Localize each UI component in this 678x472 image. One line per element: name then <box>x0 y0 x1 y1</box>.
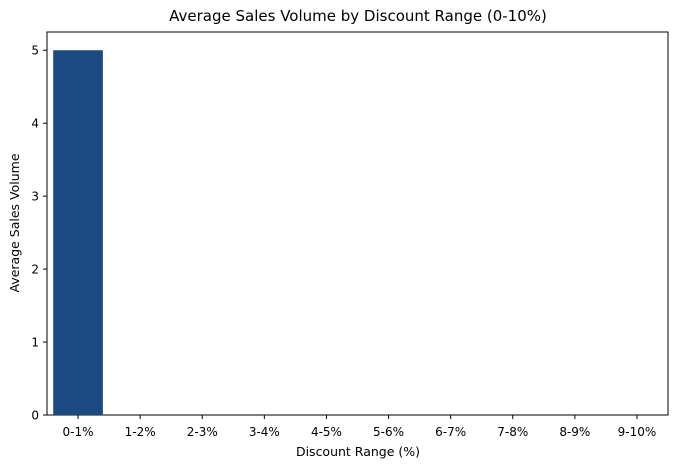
y-tick-label: 2 <box>31 263 39 277</box>
x-tick-label: 6-7% <box>435 425 466 439</box>
x-tick-label: 1-2% <box>125 425 156 439</box>
bars-group <box>53 50 103 415</box>
y-tick-label: 4 <box>31 117 39 131</box>
x-axis: 0-1% 1-2% 2-3% 3-4% 4-5% 5-6% 6-7% 7-8% 8-9% 9-10… <box>63 415 657 439</box>
x-tick-label: 2-3% <box>187 425 218 439</box>
y-axis: 0 1 2 3 4 5 <box>31 44 47 423</box>
x-tick-label: 4-5% <box>311 425 342 439</box>
y-tick-label: 5 <box>31 44 39 58</box>
x-axis-label: Discount Range (%) <box>296 444 420 459</box>
x-tick-label: 9-10% <box>618 425 657 439</box>
y-tick-label: 0 <box>31 409 39 423</box>
plot-area <box>46 31 669 416</box>
x-tick-label: 8-9% <box>559 425 590 439</box>
x-tick-label: 3-4% <box>249 425 280 439</box>
chart-title: Average Sales Volume by Discount Range (… <box>169 7 547 25</box>
bar-0-1% <box>53 50 103 415</box>
x-tick-label: 5-6% <box>373 425 404 439</box>
y-tick-label: 3 <box>31 190 39 204</box>
plot-frame <box>46 31 669 416</box>
x-tick-label: 7-8% <box>497 425 528 439</box>
x-tick-label: 0-1% <box>63 425 94 439</box>
y-axis-label: Average Sales Volume <box>7 153 22 292</box>
y-tick-label: 1 <box>31 336 39 350</box>
